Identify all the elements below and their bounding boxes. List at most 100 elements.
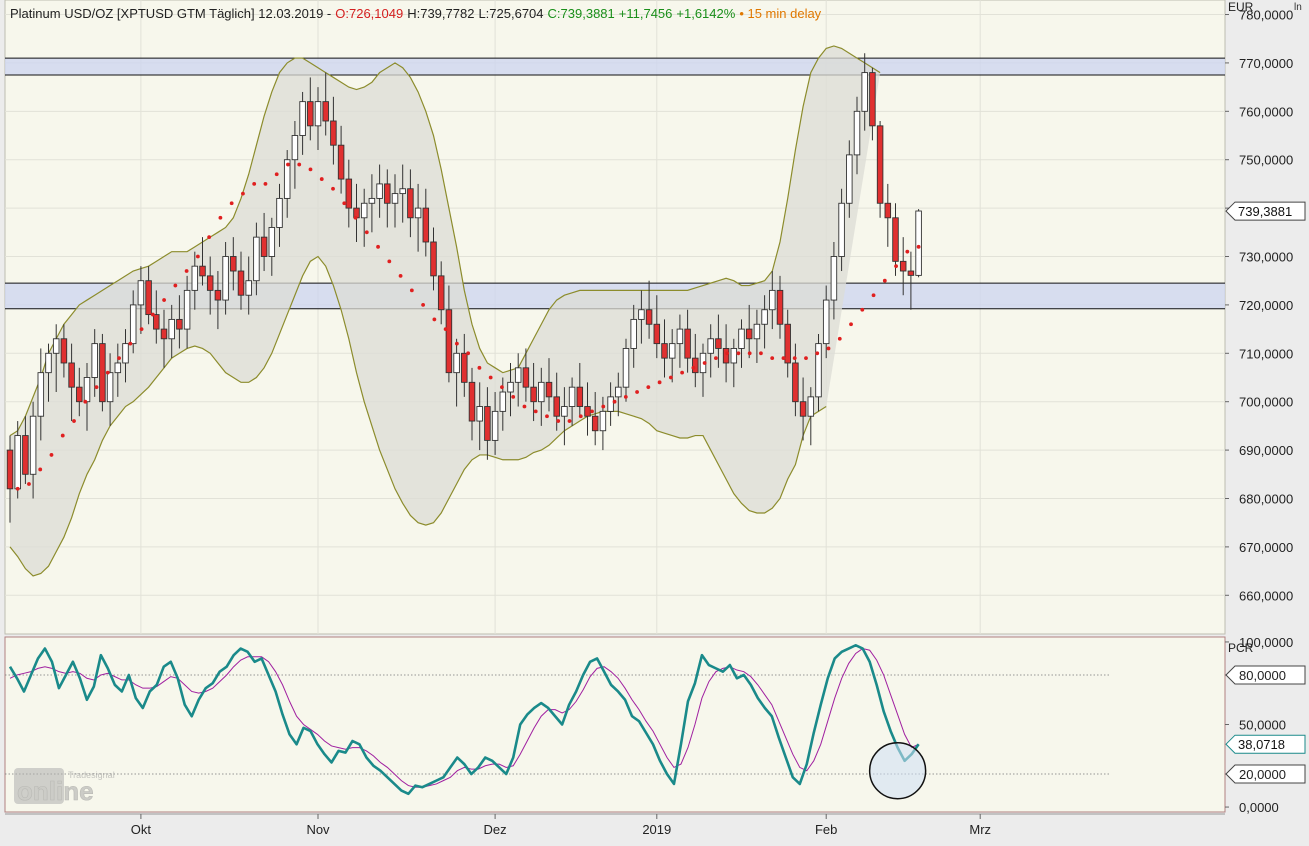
candle bbox=[76, 367, 83, 417]
candle bbox=[45, 343, 52, 402]
candle bbox=[268, 217, 276, 276]
candle-body bbox=[414, 207, 422, 219]
sar-dot bbox=[128, 341, 133, 346]
sar-dot bbox=[173, 283, 178, 288]
candle-body bbox=[707, 338, 714, 354]
candle-body bbox=[576, 386, 584, 407]
candle bbox=[422, 188, 430, 257]
candle-body bbox=[384, 183, 391, 204]
sar-dot bbox=[725, 351, 730, 356]
candle-body bbox=[561, 406, 568, 417]
sar-dot bbox=[837, 336, 842, 341]
candle-body bbox=[122, 343, 129, 364]
candle-body bbox=[222, 256, 229, 301]
candle bbox=[199, 237, 206, 286]
sar-dot bbox=[15, 486, 20, 491]
indicator-tick-label: 100,0000 bbox=[1239, 635, 1293, 650]
candle-body bbox=[591, 415, 599, 432]
candle bbox=[253, 222, 260, 296]
time-tick-label: Okt bbox=[131, 822, 152, 837]
candle bbox=[491, 392, 499, 455]
candle-body bbox=[160, 328, 168, 340]
candle-body bbox=[899, 260, 907, 272]
candle bbox=[822, 285, 830, 359]
candle bbox=[376, 164, 383, 218]
delay-notice: • 15 min delay bbox=[739, 6, 822, 21]
sar-dot bbox=[691, 365, 696, 370]
sar-dot bbox=[466, 351, 471, 356]
candle-body bbox=[738, 328, 745, 349]
candle-body bbox=[199, 265, 206, 277]
sar-dot bbox=[387, 259, 392, 264]
sar-dot bbox=[286, 162, 290, 167]
time-tick-label: Feb bbox=[815, 822, 837, 837]
candle-body bbox=[822, 299, 830, 345]
sar-dot bbox=[117, 356, 121, 361]
indicator-tick-label: 20,0000 bbox=[1239, 767, 1286, 782]
candle bbox=[368, 174, 376, 233]
sar-dot bbox=[342, 201, 347, 206]
price-tick-label: 720,0000 bbox=[1239, 298, 1293, 313]
sar-dot bbox=[511, 394, 516, 399]
candle-body bbox=[753, 323, 761, 340]
change-value: +11,7456 bbox=[618, 6, 673, 21]
price-tick-label: 730,0000 bbox=[1239, 250, 1293, 265]
sar-dot bbox=[263, 182, 268, 186]
candle bbox=[576, 362, 584, 417]
candle-body bbox=[607, 396, 614, 412]
candle-body bbox=[776, 289, 784, 325]
candle-body bbox=[514, 367, 522, 383]
candle bbox=[507, 362, 514, 417]
parabolic-sar-series bbox=[15, 162, 921, 491]
candle bbox=[692, 333, 699, 388]
band-lower-line bbox=[9, 255, 827, 577]
sar-dot bbox=[905, 249, 910, 254]
candle bbox=[615, 372, 622, 417]
candle bbox=[915, 209, 922, 278]
candle bbox=[745, 304, 753, 359]
candle-body bbox=[553, 396, 560, 417]
last-price-box bbox=[1225, 201, 1306, 221]
candle-body bbox=[283, 159, 291, 199]
sar-dot bbox=[781, 356, 786, 361]
candle-body bbox=[376, 183, 383, 199]
candle-body bbox=[307, 101, 314, 127]
candle-body bbox=[76, 386, 83, 403]
candle bbox=[561, 387, 568, 446]
sar-dot bbox=[747, 351, 752, 356]
indicator-pane[interactable] bbox=[4, 636, 1226, 813]
sar-dot bbox=[184, 269, 189, 273]
candle-body bbox=[799, 401, 807, 417]
candle-body bbox=[214, 289, 222, 301]
candle bbox=[769, 271, 776, 330]
price-tick-label: 660,0000 bbox=[1239, 588, 1293, 603]
sar-dot bbox=[668, 375, 673, 380]
candle bbox=[514, 353, 522, 407]
candle-body bbox=[745, 328, 753, 340]
candle bbox=[52, 324, 60, 393]
candle-body bbox=[168, 318, 175, 340]
candle bbox=[330, 96, 337, 165]
candle bbox=[6, 435, 14, 523]
sar-dot bbox=[567, 419, 572, 423]
sar-dot bbox=[882, 278, 887, 283]
candle bbox=[407, 169, 414, 238]
candle-body bbox=[876, 125, 884, 204]
candle-body bbox=[491, 410, 499, 441]
candle bbox=[68, 343, 75, 422]
sar-dot bbox=[860, 307, 865, 312]
candle bbox=[445, 285, 453, 383]
sar-dot bbox=[477, 365, 482, 370]
candle bbox=[99, 333, 106, 412]
candle-body bbox=[345, 178, 353, 209]
price-axis[interactable]: 660,0000 670,0000 680,0000 690,0000 700,0000… bbox=[1225, 0, 1306, 603]
sar-dot bbox=[353, 215, 358, 220]
high-value: H:739,7782 bbox=[407, 6, 475, 21]
candle-body bbox=[6, 449, 14, 490]
sar-dot bbox=[533, 409, 538, 414]
candle-body bbox=[45, 352, 52, 374]
candle-body bbox=[568, 386, 576, 407]
sar-dot bbox=[713, 356, 718, 361]
time-axis[interactable]: Okt Nov Dez 2019 Feb Mrz bbox=[0, 813, 1226, 841]
